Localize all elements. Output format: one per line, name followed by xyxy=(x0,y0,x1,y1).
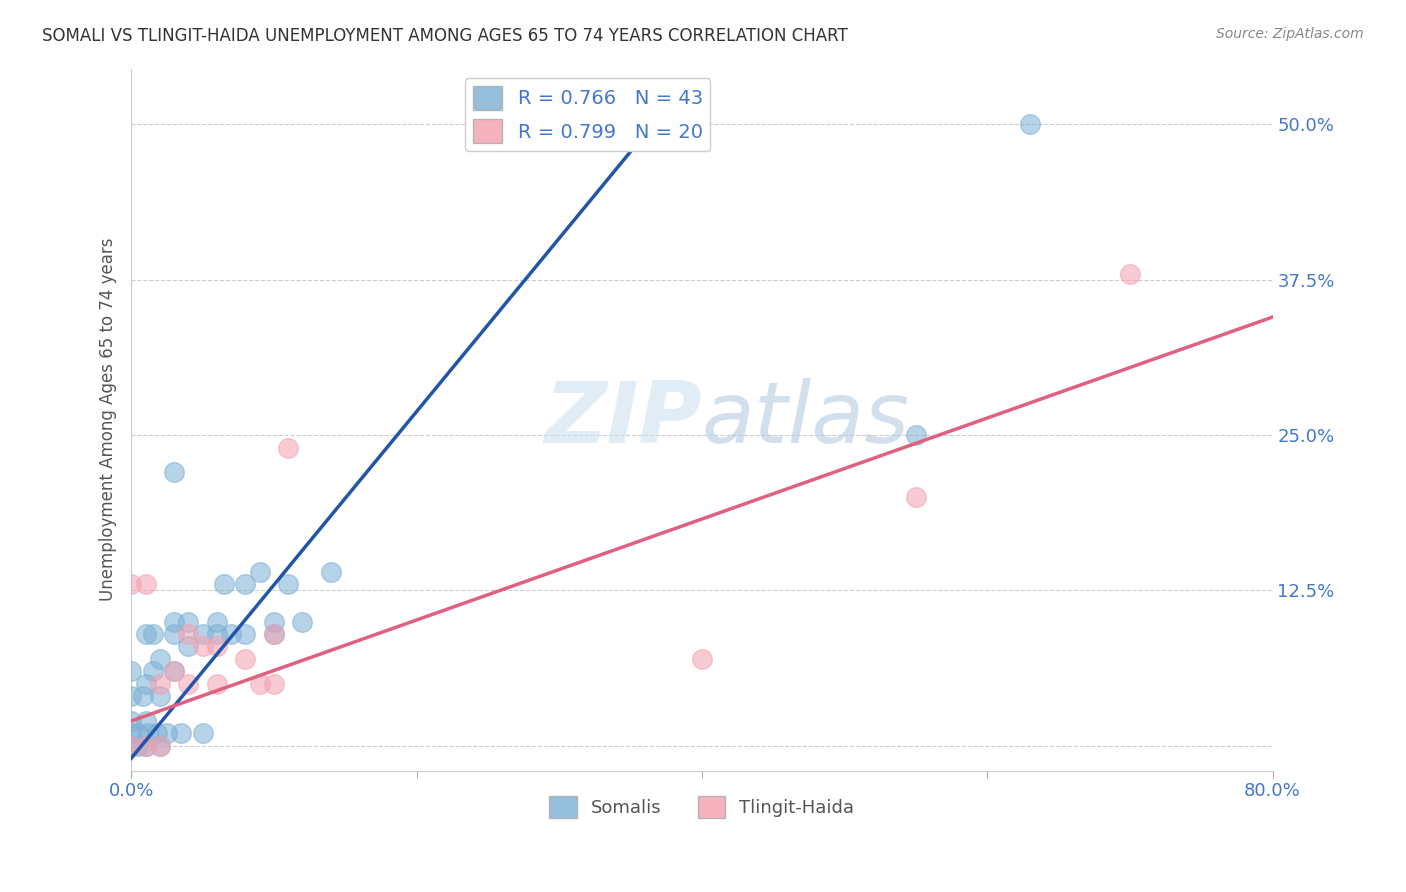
Point xyxy=(191,726,214,740)
Point xyxy=(127,739,149,753)
Y-axis label: Unemployment Among Ages 65 to 74 years: Unemployment Among Ages 65 to 74 years xyxy=(100,238,117,601)
Point xyxy=(134,577,156,591)
Point xyxy=(205,640,228,654)
Point xyxy=(120,714,142,728)
Legend: Somalis, Tlingit-Haida: Somalis, Tlingit-Haida xyxy=(543,789,862,825)
Point xyxy=(235,652,257,666)
Point xyxy=(235,627,257,641)
Point xyxy=(690,652,713,666)
Point xyxy=(212,577,235,591)
Point xyxy=(163,466,186,480)
Point xyxy=(249,676,271,690)
Point xyxy=(120,739,142,753)
Point xyxy=(177,627,200,641)
Point xyxy=(263,627,285,641)
Point xyxy=(149,739,172,753)
Point xyxy=(146,726,169,740)
Point xyxy=(134,739,156,753)
Point xyxy=(904,428,927,442)
Point xyxy=(120,726,142,740)
Point xyxy=(177,615,200,629)
Point xyxy=(235,577,257,591)
Point xyxy=(277,577,299,591)
Text: SOMALI VS TLINGIT-HAIDA UNEMPLOYMENT AMONG AGES 65 TO 74 YEARS CORRELATION CHART: SOMALI VS TLINGIT-HAIDA UNEMPLOYMENT AMO… xyxy=(42,27,848,45)
Point xyxy=(142,665,165,679)
Point xyxy=(249,565,271,579)
Point xyxy=(163,665,186,679)
Point xyxy=(149,652,172,666)
Point xyxy=(1119,267,1142,281)
Point xyxy=(134,627,156,641)
Point xyxy=(177,676,200,690)
Point xyxy=(904,490,927,504)
Text: Source: ZipAtlas.com: Source: ZipAtlas.com xyxy=(1216,27,1364,41)
Point xyxy=(149,676,172,690)
Point xyxy=(120,689,142,703)
Point xyxy=(163,615,186,629)
Point xyxy=(263,615,285,629)
Point xyxy=(191,640,214,654)
Point xyxy=(134,714,156,728)
Point xyxy=(291,615,314,629)
Point xyxy=(127,726,149,740)
Point xyxy=(120,665,142,679)
Point xyxy=(149,739,172,753)
Text: ZIP: ZIP xyxy=(544,378,702,461)
Point xyxy=(134,676,156,690)
Point xyxy=(1019,118,1042,132)
Point xyxy=(156,726,179,740)
Point xyxy=(170,726,193,740)
Point xyxy=(205,627,228,641)
Point xyxy=(120,577,142,591)
Point xyxy=(263,676,285,690)
Point xyxy=(142,627,165,641)
Point xyxy=(138,726,160,740)
Point xyxy=(205,676,228,690)
Point xyxy=(219,627,242,641)
Point xyxy=(177,640,200,654)
Point xyxy=(319,565,342,579)
Point xyxy=(205,615,228,629)
Point xyxy=(191,627,214,641)
Point xyxy=(277,441,299,455)
Point xyxy=(263,627,285,641)
Point xyxy=(163,665,186,679)
Point xyxy=(163,627,186,641)
Point xyxy=(120,739,142,753)
Text: atlas: atlas xyxy=(702,378,910,461)
Point xyxy=(134,739,156,753)
Point xyxy=(131,689,153,703)
Point xyxy=(149,689,172,703)
